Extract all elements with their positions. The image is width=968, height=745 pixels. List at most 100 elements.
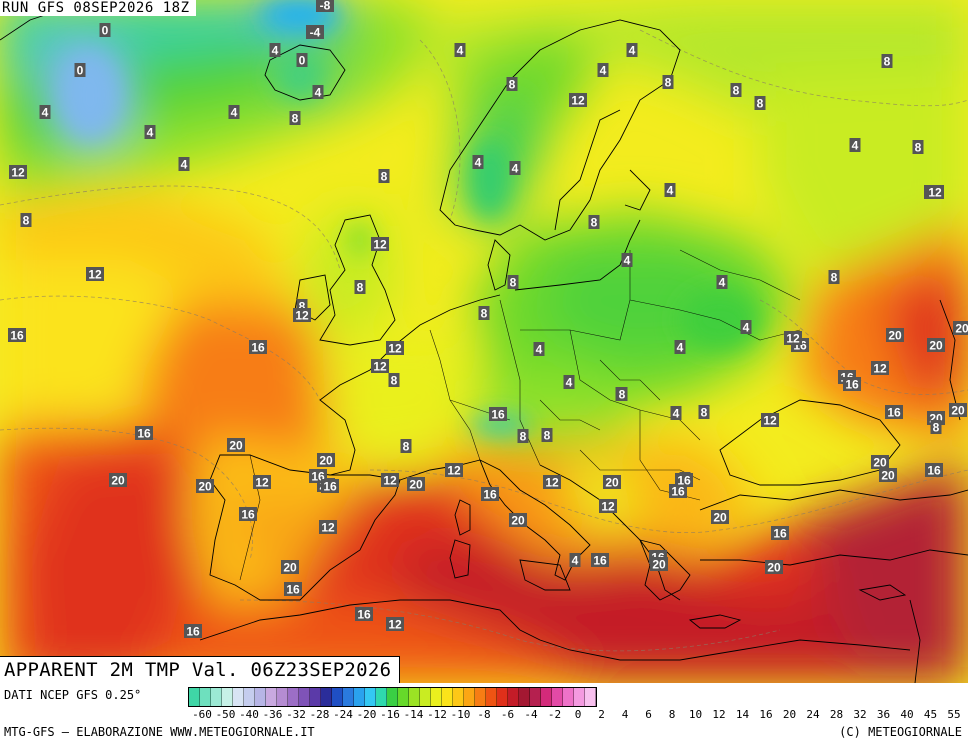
temperature-value-label: 4 bbox=[626, 43, 638, 58]
temperature-value-label: 20 bbox=[871, 455, 889, 470]
temperature-value-label: 8 bbox=[616, 387, 628, 402]
temperature-value-label: 16 bbox=[843, 377, 861, 392]
temperature-value-label: 20 bbox=[953, 321, 968, 336]
copyright: (C) METEOGIORNALE bbox=[839, 725, 962, 739]
scale-tick-label: -60 bbox=[192, 708, 212, 721]
scale-tick-label: 28 bbox=[829, 708, 844, 721]
scale-tick-label: -40 bbox=[239, 708, 259, 721]
temperature-value-label: 8 bbox=[478, 306, 490, 321]
scale-tick-label: -20 bbox=[356, 708, 377, 721]
svg-text:8: 8 bbox=[292, 112, 299, 126]
scale-tick-label: 8 bbox=[668, 708, 676, 721]
svg-text:8: 8 bbox=[509, 78, 516, 92]
scale-tick-label: -6 bbox=[500, 708, 515, 721]
temperature-value-label: 20 bbox=[281, 560, 299, 575]
temperature-value-label: 20 bbox=[603, 475, 621, 490]
svg-text:4: 4 bbox=[677, 341, 684, 355]
svg-text:20: 20 bbox=[111, 474, 125, 488]
svg-text:12: 12 bbox=[545, 476, 559, 490]
temperature-value-label: 12 bbox=[599, 499, 617, 514]
credit: MTG-GFS — ELABORAZIONE WWW.METEOGIORNALE… bbox=[4, 725, 315, 739]
temperature-value-label: 12 bbox=[381, 473, 399, 488]
color-scale-ticks: -60 -50 -40 -36 -32 -28 -24 -20 -16 -14 -12 -10 -8 -6… bbox=[188, 708, 968, 722]
svg-text:12: 12 bbox=[928, 186, 942, 200]
temperature-value-label: 8 bbox=[388, 373, 400, 388]
scale-tick-label: -50 bbox=[215, 708, 236, 721]
temperature-value-label: 20 bbox=[509, 513, 527, 528]
temperature-value-label: 12 bbox=[86, 267, 104, 282]
temperature-value-label: 0 bbox=[296, 53, 308, 68]
temperature-value-label: 4 bbox=[269, 43, 281, 58]
svg-text:4: 4 bbox=[719, 276, 726, 290]
temperature-value-label: 8 bbox=[400, 439, 412, 454]
temperature-value-label: 4 bbox=[740, 320, 752, 335]
scale-swatch bbox=[585, 688, 596, 706]
scale-swatch bbox=[420, 688, 431, 706]
svg-text:20: 20 bbox=[511, 514, 525, 528]
temperature-value-label: 8 bbox=[354, 280, 366, 295]
svg-text:20: 20 bbox=[283, 561, 297, 575]
temperature-value-label: 16 bbox=[8, 328, 26, 343]
temperature-value-label: 4 bbox=[597, 63, 609, 78]
temperature-value-label: 12 bbox=[386, 617, 404, 632]
temperature-value-label: 4 bbox=[178, 157, 190, 172]
temperature-value-label: 0 bbox=[99, 23, 111, 38]
scale-swatch bbox=[431, 688, 442, 706]
svg-text:8: 8 bbox=[544, 429, 551, 443]
temperature-value-label: 12 bbox=[253, 475, 271, 490]
scale-tick-label: -24 bbox=[333, 708, 353, 721]
scale-tick-label: 32 bbox=[853, 708, 867, 721]
temperature-value-label: 8 bbox=[754, 96, 766, 111]
scale-swatch bbox=[354, 688, 365, 706]
temperature-value-label: 8 bbox=[698, 405, 710, 420]
scale-tick-label: -8 bbox=[477, 708, 491, 721]
temperature-value-label: 12 bbox=[371, 359, 389, 374]
svg-text:4: 4 bbox=[231, 106, 238, 120]
temperature-value-label: 12 bbox=[445, 463, 463, 478]
svg-text:20: 20 bbox=[881, 469, 895, 483]
scale-swatch bbox=[497, 688, 508, 706]
svg-text:16: 16 bbox=[845, 378, 859, 392]
svg-text:20: 20 bbox=[929, 339, 943, 353]
temperature-value-label: 12 bbox=[293, 308, 311, 323]
temperature-value-label: 16 bbox=[771, 526, 789, 541]
temperature-value-label: 8 bbox=[378, 169, 390, 184]
svg-text:0: 0 bbox=[77, 64, 84, 78]
map-title: APPARENT 2M TMP Val. 06Z23SEP2026 bbox=[0, 656, 401, 683]
svg-text:20: 20 bbox=[229, 439, 243, 453]
scale-tick-label: -4 bbox=[524, 708, 538, 721]
svg-text:16: 16 bbox=[927, 464, 941, 478]
svg-text:-8: -8 bbox=[320, 0, 331, 13]
temperature-value-label: 16 bbox=[355, 607, 373, 622]
scale-tick-label: 14 bbox=[735, 708, 750, 721]
scale-tick-label: 2 bbox=[598, 708, 605, 721]
temperature-value-label: 0 bbox=[74, 63, 86, 78]
run-label: RUN GFS 08SEP2026 18Z bbox=[0, 0, 196, 16]
svg-text:4: 4 bbox=[673, 407, 680, 421]
scale-swatch bbox=[530, 688, 541, 706]
temperature-map: 0 -8 -4 0 4 0 4 4 4 4 4 8 4 4 8 12 8 8 8 8 4 8 4 8 4 4 4 8 8 8 8 8 8 8 12 1… bbox=[0, 0, 968, 683]
svg-text:16: 16 bbox=[671, 485, 685, 499]
temperature-value-label: 16 bbox=[284, 582, 302, 597]
svg-text:8: 8 bbox=[619, 388, 626, 402]
temperature-value-label: 16 bbox=[135, 426, 153, 441]
scale-tick-label: 12 bbox=[712, 708, 726, 721]
scale-tick-label: -36 bbox=[262, 708, 283, 721]
svg-text:12: 12 bbox=[295, 309, 309, 323]
scale-swatch bbox=[266, 688, 277, 706]
svg-text:12: 12 bbox=[321, 521, 335, 535]
svg-text:8: 8 bbox=[884, 55, 891, 69]
svg-text:20: 20 bbox=[955, 322, 968, 336]
scale-tick-label: -14 bbox=[403, 708, 424, 721]
map-canvas bbox=[0, 0, 968, 683]
svg-text:4: 4 bbox=[147, 126, 154, 140]
svg-text:20: 20 bbox=[873, 456, 887, 470]
scale-swatch bbox=[200, 688, 211, 706]
temperature-value-label: 20 bbox=[109, 473, 127, 488]
temperature-value-label: 12 bbox=[543, 475, 561, 490]
svg-text:20: 20 bbox=[409, 478, 423, 492]
temperature-value-label: 16 bbox=[249, 340, 267, 355]
scale-swatch bbox=[486, 688, 497, 706]
temperature-value-label: -8 bbox=[316, 0, 334, 13]
scale-tick-label: 40 bbox=[900, 708, 914, 721]
